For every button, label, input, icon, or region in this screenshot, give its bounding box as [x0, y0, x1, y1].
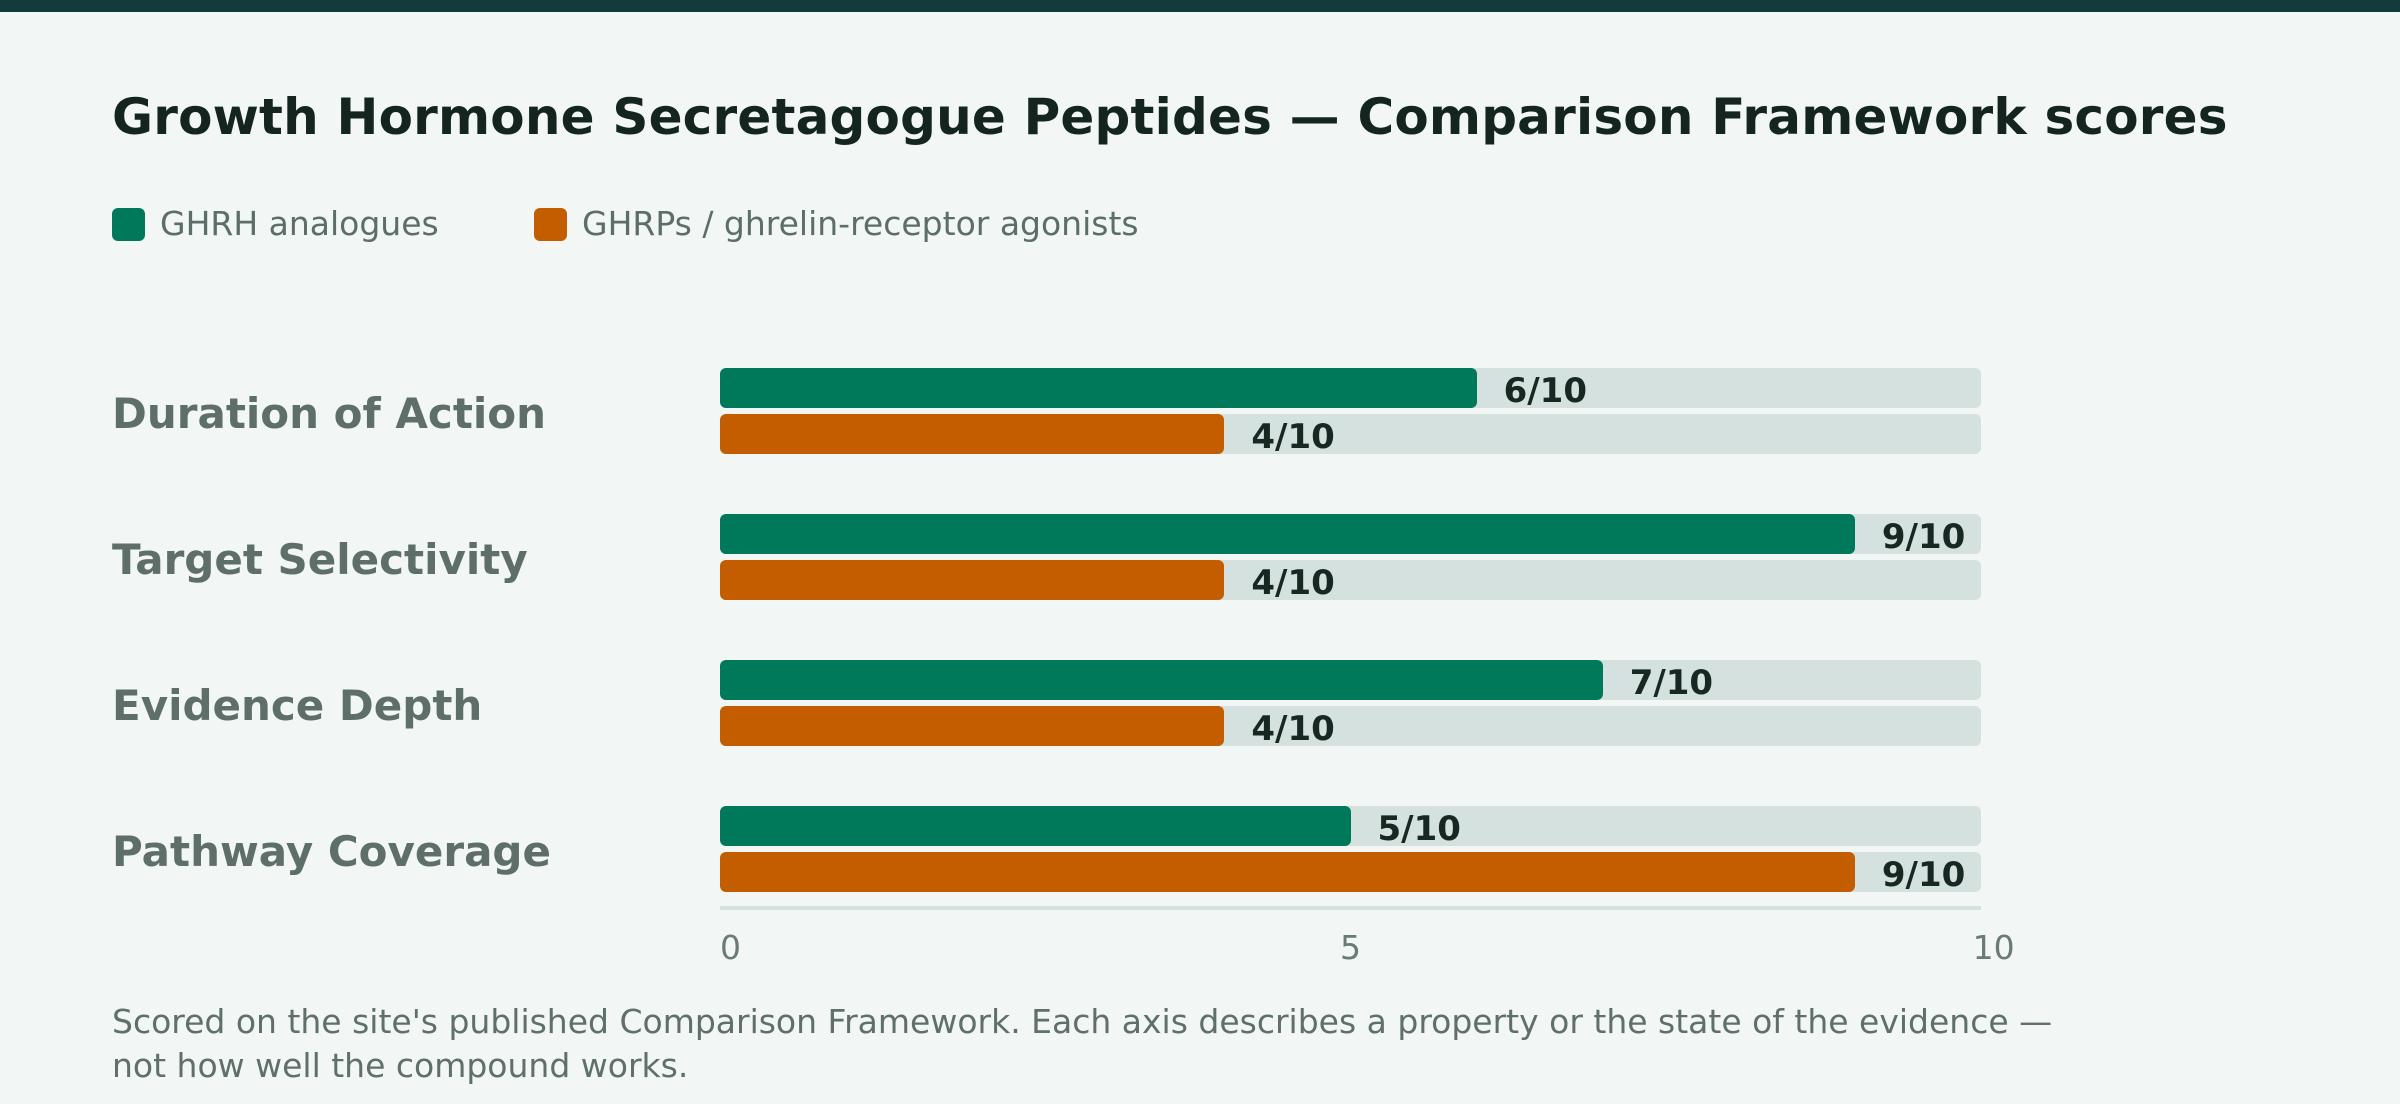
category-label: Target Selectivity [112, 535, 528, 584]
footnote: Scored on the site's published Compariso… [112, 1002, 2053, 1085]
bar [720, 706, 1225, 746]
bar-value-label: 4/10 [1251, 417, 1335, 457]
x-tick-label: 10 [1972, 928, 2015, 967]
bar-value-label: 5/10 [1377, 809, 1461, 849]
legend-swatch [534, 208, 567, 241]
bar-value-label: 4/10 [1251, 709, 1335, 749]
bar-value-label: 6/10 [1503, 371, 1587, 411]
bar-value-label: 7/10 [1629, 663, 1714, 703]
bar-value-label: 9/10 [1881, 855, 1966, 895]
bar-value-label: 4/10 [1251, 563, 1335, 603]
x-tick-label: 0 [720, 928, 741, 967]
chart-title: Growth Hormone Secretagogue Peptides — C… [112, 88, 2228, 146]
legend-swatch [112, 208, 145, 241]
bar [720, 514, 1855, 554]
x-tick-label: 5 [1340, 928, 1361, 967]
category-label: Pathway Coverage [112, 827, 551, 876]
category-label: Evidence Depth [112, 681, 483, 730]
bar [720, 660, 1603, 700]
x-axis-line [720, 906, 1981, 910]
bar-value-label: 9/10 [1881, 517, 1966, 557]
bar [720, 368, 1477, 408]
bar [720, 560, 1225, 600]
bar [720, 806, 1351, 846]
legend-label: GHRPs / ghrelin-receptor agonists [582, 204, 1139, 243]
bar [720, 852, 1855, 892]
top-accent-bar [0, 0, 2400, 12]
category-label: Duration of Action [112, 389, 547, 438]
legend-label: GHRH analogues [160, 204, 439, 243]
bar [720, 414, 1225, 454]
